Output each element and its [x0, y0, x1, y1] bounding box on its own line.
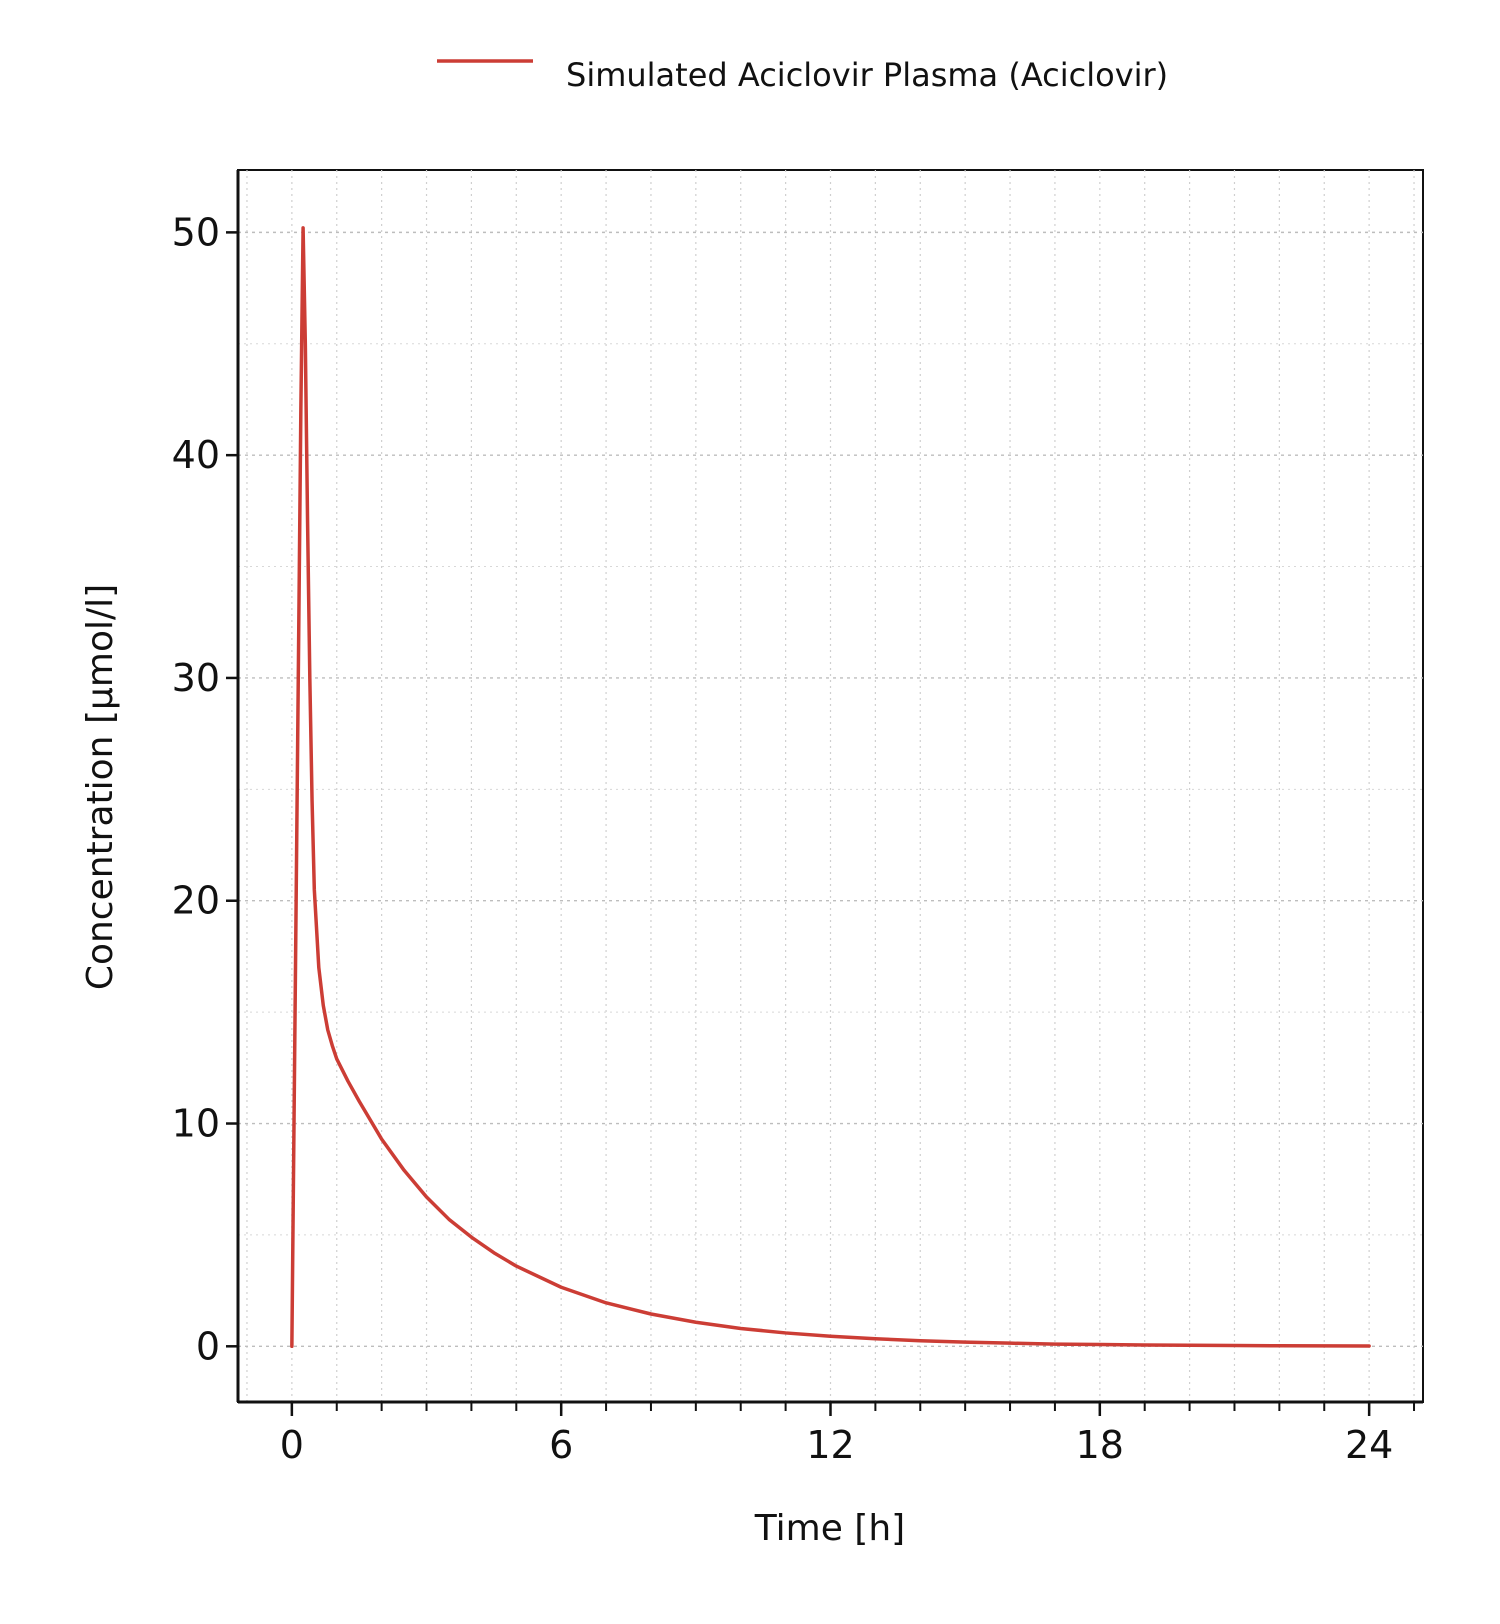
x-tick-label: 18 — [1076, 1423, 1124, 1467]
x-tick-label: 24 — [1345, 1423, 1393, 1467]
legend-label: Simulated Aciclovir Plasma (Aciclovir) — [566, 56, 1168, 94]
grid-minor — [238, 170, 1423, 1402]
y-axis-title: Concentration [µmol/l] — [80, 584, 121, 990]
y-tick-label: 50 — [172, 210, 220, 254]
y-tick-label: 20 — [172, 879, 220, 923]
x-tick-label: 6 — [549, 1423, 573, 1467]
x-tick-label: 12 — [806, 1423, 854, 1467]
plot-area — [237, 169, 1424, 1403]
x-ticks: 0 6 12 18 24 — [280, 1402, 1416, 1467]
y-tick-label: 0 — [196, 1324, 220, 1368]
series-line-aciclovir — [290, 226, 1371, 1349]
y-tick-label: 40 — [172, 433, 220, 477]
x-tick-label: 0 — [280, 1423, 304, 1467]
y-tick-label: 30 — [172, 656, 220, 700]
legend: Simulated Aciclovir Plasma (Aciclovir) — [437, 56, 1168, 94]
y-ticks: 0 10 20 30 40 50 — [172, 210, 238, 1368]
y-tick-label: 10 — [172, 1102, 220, 1146]
x-axis-title: Time [h] — [754, 1508, 905, 1549]
